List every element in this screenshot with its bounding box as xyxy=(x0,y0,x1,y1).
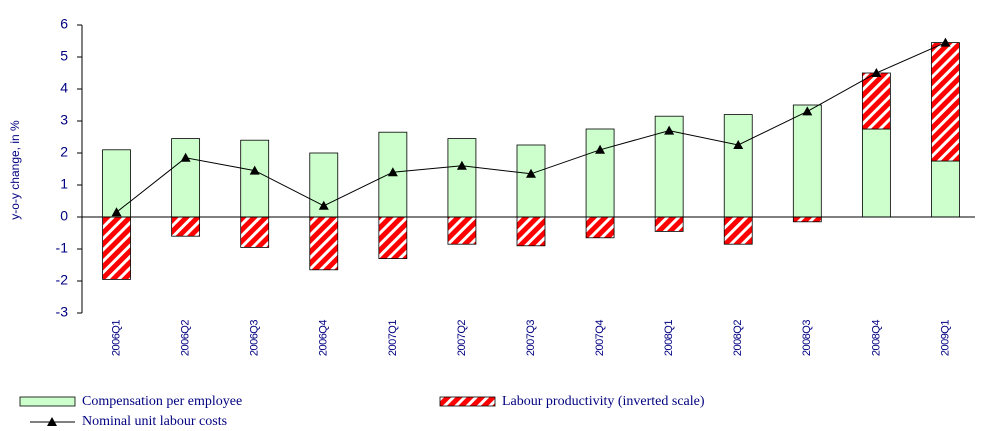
line-marker xyxy=(180,152,191,162)
bar xyxy=(723,216,753,245)
x-tick-label: 2007Q3 xyxy=(525,320,537,357)
line-marker xyxy=(664,125,675,135)
line-marker xyxy=(318,200,329,210)
bar xyxy=(654,216,684,232)
bar xyxy=(792,216,822,223)
x-tick-label: 2009Q1 xyxy=(939,320,951,357)
bar xyxy=(516,144,546,218)
line-marker xyxy=(802,106,813,116)
x-tick-label: 2006Q4 xyxy=(318,320,330,357)
y-tick-label: -2 xyxy=(56,272,69,288)
line-marker xyxy=(111,207,122,217)
bar xyxy=(931,160,960,218)
bar xyxy=(861,128,891,218)
x-tick-label: 2008Q1 xyxy=(663,320,675,357)
bar xyxy=(861,72,891,130)
bar xyxy=(102,149,131,218)
x-tick-label: 2007Q2 xyxy=(456,320,468,357)
bar xyxy=(585,128,615,218)
bar xyxy=(240,216,270,248)
y-tick-label: 5 xyxy=(60,48,68,64)
legend-marker xyxy=(47,417,57,426)
line-marker xyxy=(456,160,467,170)
bar xyxy=(378,216,408,259)
x-tick-label: 2006Q2 xyxy=(180,320,192,357)
line-marker xyxy=(526,168,536,178)
y-tick-label: 6 xyxy=(60,16,68,32)
x-tick-label: 2007Q1 xyxy=(387,320,399,357)
bar xyxy=(447,216,477,245)
y-tick-label: 1 xyxy=(60,176,68,192)
bar xyxy=(931,42,960,162)
line-marker xyxy=(733,140,744,149)
bar xyxy=(240,139,270,218)
bar xyxy=(171,216,201,237)
x-tick-label: 2008Q3 xyxy=(801,320,813,357)
y-tick-label: -1 xyxy=(56,240,69,256)
y-tick-label: 3 xyxy=(60,112,68,128)
legend-label: Compensation per employee xyxy=(82,394,242,409)
line-marker xyxy=(871,68,882,77)
y-tick-label: 0 xyxy=(60,208,68,224)
line-marker xyxy=(249,165,260,175)
legend-label: Nominal unit labour costs xyxy=(82,414,227,429)
bar xyxy=(516,216,546,247)
y-axis-label: y-o-y change, in % xyxy=(8,120,22,220)
line-marker xyxy=(387,167,398,177)
line-marker xyxy=(595,144,606,154)
x-tick-label: 2008Q2 xyxy=(732,320,744,357)
line-marker xyxy=(940,37,951,47)
x-tick-label: 2007Q4 xyxy=(594,320,606,357)
legend-swatch xyxy=(19,396,76,407)
x-tick-label: 2008Q4 xyxy=(870,320,882,357)
bar xyxy=(723,114,753,218)
y-tick-label: 4 xyxy=(60,80,68,96)
bar xyxy=(792,104,822,218)
y-tick-label: 2 xyxy=(60,144,68,160)
y-tick-label: -3 xyxy=(56,304,69,320)
bar xyxy=(447,138,477,218)
bar xyxy=(171,138,201,218)
legend-swatch xyxy=(439,396,496,407)
bar xyxy=(309,216,339,271)
x-tick-label: 2006Q1 xyxy=(110,320,122,357)
legend-label: Labour productivity (inverted scale) xyxy=(502,394,705,409)
bar xyxy=(585,216,615,239)
x-tick-label: 2006Q3 xyxy=(249,320,261,357)
bar xyxy=(102,216,131,280)
